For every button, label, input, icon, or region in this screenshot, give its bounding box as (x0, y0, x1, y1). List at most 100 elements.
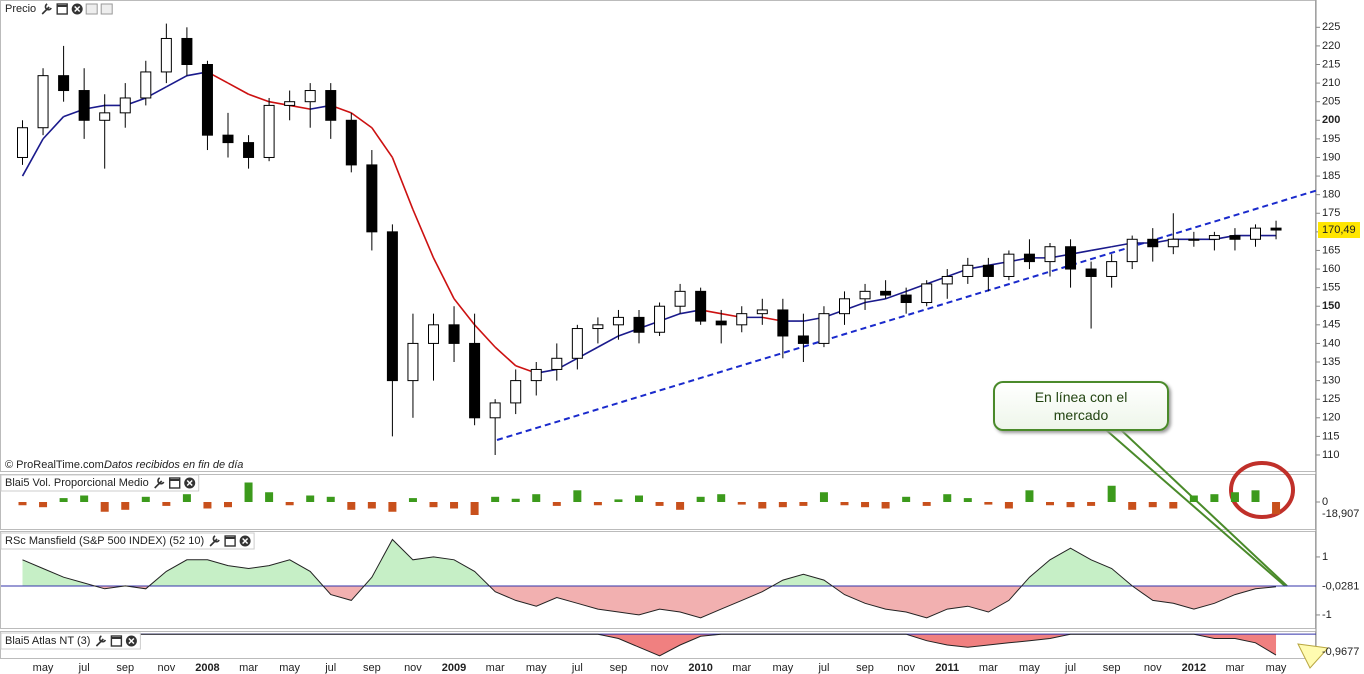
candle-body (1229, 235, 1241, 240)
x-tick-label: may (772, 662, 793, 674)
volume-bar (1148, 502, 1157, 508)
candle-body (982, 264, 994, 277)
moving-average (1090, 245, 1112, 252)
panel-title: Blai5 Vol. Proporcional Medio (5, 477, 149, 489)
candle-body (592, 324, 604, 330)
candle-body (243, 142, 255, 158)
scroll-marker[interactable] (1297, 643, 1330, 669)
candle-body (633, 316, 645, 333)
x-tick-label: mar (732, 662, 751, 674)
y-tick-label: 110 (1322, 449, 1340, 461)
volume-bar (1272, 502, 1281, 515)
volume-bar (552, 502, 561, 506)
volume-bar (285, 502, 294, 506)
maximize-icon[interactable] (169, 477, 181, 489)
panel-header: Blai5 Atlas NT (3) (0, 632, 141, 650)
down-icon[interactable] (100, 3, 113, 15)
moving-average (597, 335, 619, 348)
candle-body (612, 316, 624, 326)
maximize-icon[interactable] (224, 535, 236, 547)
volume-bar (408, 498, 417, 502)
panel-header-bg (0, 474, 200, 492)
candle-body (78, 90, 90, 121)
volume-bar (1087, 502, 1096, 506)
y-tick-label: 190 (1322, 151, 1340, 163)
moving-average (494, 346, 517, 367)
settings-icon[interactable] (41, 3, 52, 15)
candle-body (448, 324, 460, 344)
volume-bar (758, 502, 767, 509)
up-icon[interactable] (85, 3, 98, 15)
x-tick-label: 2008 (195, 662, 219, 674)
candle-body (181, 37, 193, 66)
y-tick-label: 220 (1322, 40, 1340, 52)
volume-bar (717, 494, 726, 502)
volume-bar (1025, 490, 1034, 502)
y-tick-label: 160 (1322, 263, 1340, 275)
trend-line (496, 189, 1319, 441)
x-tick-label: jul (1064, 662, 1076, 674)
x-tick-label: mar (979, 662, 998, 674)
candle-body (530, 368, 542, 382)
x-tick-label: nov (651, 662, 669, 674)
y-tick-label: 175 (1322, 207, 1340, 219)
y-tick-label: 185 (1322, 170, 1340, 182)
moving-average (21, 138, 44, 177)
candle-body (510, 380, 522, 404)
moving-average (350, 112, 373, 129)
x-tick-label: jul (571, 662, 583, 674)
volume-bar (367, 502, 376, 509)
candle-body (263, 104, 275, 158)
x-tick-label: sep (116, 662, 134, 674)
y-tick-label: -1 (1322, 609, 1332, 621)
candle-body (119, 97, 131, 114)
x-tick-label: nov (1144, 662, 1162, 674)
volume-bar (388, 502, 397, 512)
callout-pointer (1104, 428, 1286, 587)
panel-title: Blai5 Atlas NT (3) (5, 635, 90, 647)
volume-bar (1210, 494, 1219, 502)
volume-bar (121, 502, 130, 510)
close-icon-x (74, 5, 81, 13)
volume-bar (614, 499, 623, 502)
moving-average (371, 127, 394, 158)
volume-bar (203, 502, 212, 509)
area-positive (22, 539, 1133, 586)
x-tick-label: may (1019, 662, 1040, 674)
candle-body (469, 342, 481, 419)
panel-title: RSc Mansfield (S&P 500 INDEX) (52 10) (5, 535, 204, 547)
settings-icon[interactable] (154, 477, 165, 489)
volume-bar (881, 502, 890, 509)
x-tick-label: 2012 (1182, 662, 1206, 674)
y-tick-label: 120 (1322, 412, 1340, 424)
volume-bar (984, 502, 993, 505)
candle-body (962, 264, 974, 277)
last-price-label: 170,49 (1322, 224, 1356, 236)
volume-bar (1066, 502, 1075, 508)
close-icon-x (242, 537, 249, 545)
volume-bar (573, 490, 582, 502)
x-tick-label: mar (239, 662, 258, 674)
volume-bar (922, 502, 931, 506)
candle-body (571, 328, 583, 359)
x-tick-label: may (33, 662, 54, 674)
settings-icon[interactable] (209, 535, 220, 547)
maximize-icon[interactable] (56, 3, 68, 15)
candle-body (797, 335, 809, 344)
moving-average (885, 290, 907, 300)
moving-average (391, 157, 414, 210)
y-tick-label: 205 (1322, 96, 1340, 108)
x-tick-label: sep (610, 662, 628, 674)
candle-body (284, 101, 296, 106)
settings-icon[interactable] (95, 635, 107, 647)
x-tick-label: sep (1103, 662, 1121, 674)
candle-body (941, 275, 953, 285)
x-tick-label: 2009 (442, 662, 466, 674)
candle-body (1106, 261, 1118, 277)
maximize-icon[interactable] (110, 635, 123, 647)
y-tick-label: 130 (1322, 375, 1340, 387)
y-tick-label: 135 (1322, 356, 1340, 368)
candle-body (1270, 227, 1282, 231)
callout: En línea con el mercado (993, 381, 1169, 431)
